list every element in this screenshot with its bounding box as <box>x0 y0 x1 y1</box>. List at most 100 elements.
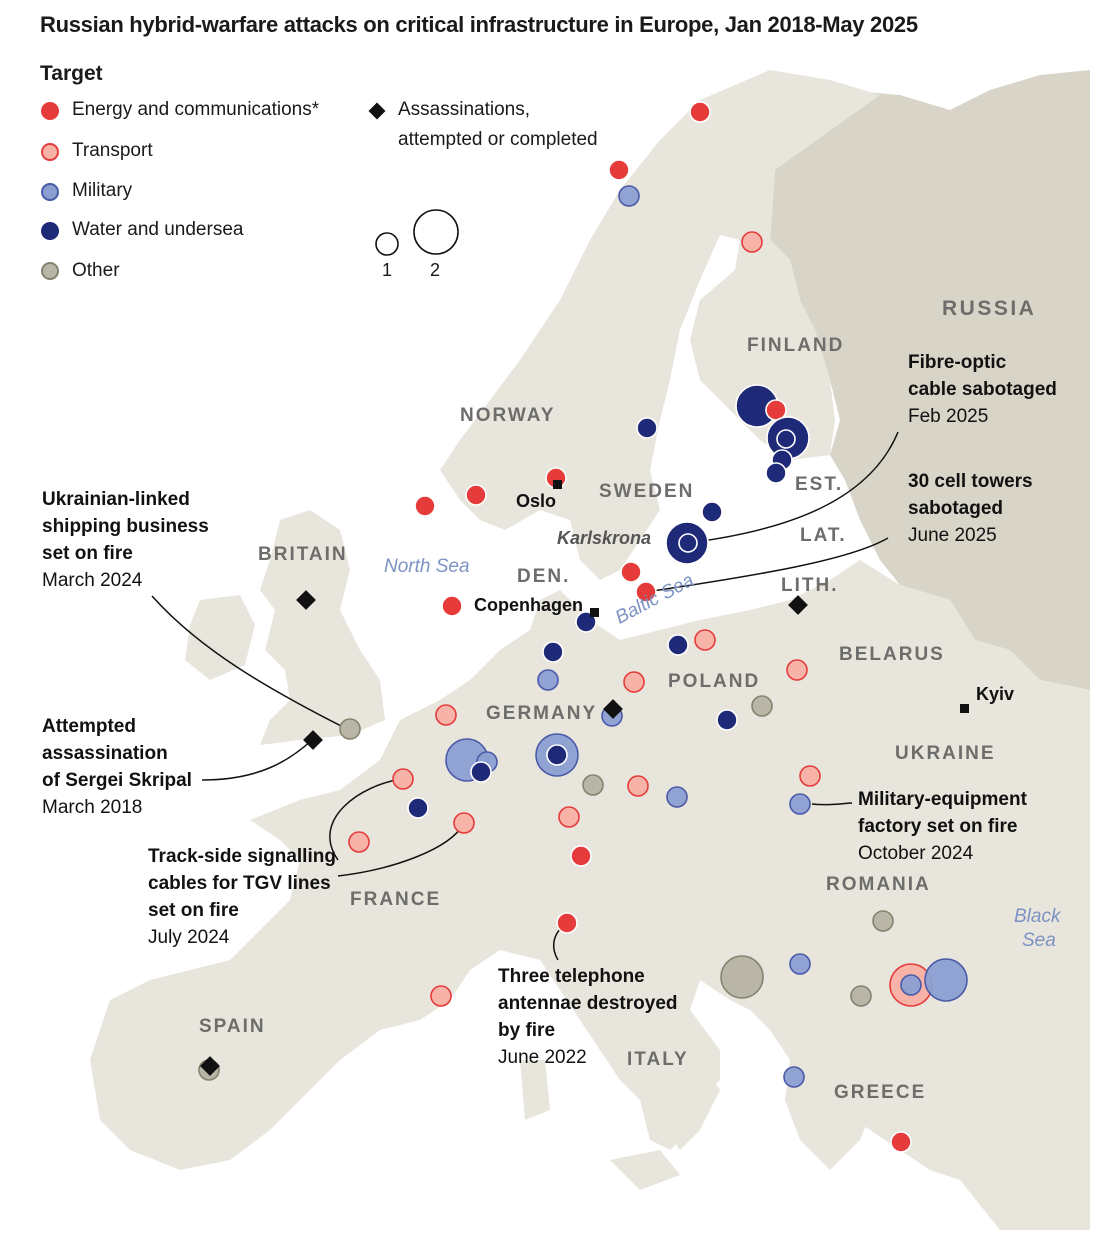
legend-assassination-label-2: attempted or completed <box>398 129 598 150</box>
attack-marker-transport <box>558 806 580 828</box>
ann-tel-date: June 2022 <box>498 1047 587 1068</box>
attack-marker-other <box>582 774 604 796</box>
attack-marker-water <box>542 641 564 663</box>
assassination-marker <box>603 699 623 719</box>
legend-size-2: 2 <box>430 260 441 280</box>
attack-marker-other <box>339 718 361 740</box>
ann-milfac-l2: factory set on fire <box>858 816 1018 837</box>
attack-marker-energy <box>556 912 578 934</box>
assassination-marker <box>788 595 808 615</box>
country-germany: GERMANY <box>486 703 598 724</box>
country-norway: NORWAY <box>460 405 556 426</box>
ann-fibre-l2: cable sabotaged <box>908 379 1057 400</box>
ann-cell-l1: 30 cell towers <box>908 471 1033 492</box>
annotation-telephone-antennae: Three telephone antennae destroyed by fi… <box>498 963 678 1071</box>
leader-ukr <box>151 595 346 729</box>
legend-energy-swatch <box>41 102 59 120</box>
ann-skripal-l2: assassination <box>42 743 168 764</box>
country-den: DEN. <box>517 566 571 587</box>
attack-marker-water <box>546 744 568 766</box>
legend-transport-label: Transport <box>72 140 153 161</box>
legend-heading: Target <box>40 62 103 85</box>
legend-energy-label: Energy and communications* <box>72 99 320 120</box>
attack-marker-other <box>872 910 894 932</box>
attack-marker-water <box>636 417 658 439</box>
attack-marker-transport <box>799 765 821 787</box>
attack-marker-water <box>776 429 796 449</box>
britain-land <box>260 510 385 745</box>
city-oslo: Oslo <box>516 491 557 511</box>
ann-fibre-date: Feb 2025 <box>908 406 989 427</box>
ann-tgv-l1: Track-side signalling <box>148 846 336 867</box>
legend-water-swatch <box>41 222 59 240</box>
country-russia: RUSSIA <box>942 297 1037 320</box>
legend-transport-swatch <box>41 143 59 161</box>
russia-land <box>770 70 1090 690</box>
ann-milfac-date: October 2024 <box>858 843 974 864</box>
symbols-layer <box>198 101 968 1153</box>
country-romania: ROMANIA <box>826 874 931 895</box>
greece-land <box>785 1060 880 1170</box>
scandinavia-land <box>440 70 880 580</box>
country-spain: SPAIN <box>199 1016 266 1037</box>
attack-marker-other <box>850 985 872 1007</box>
legend-other-swatch <box>41 262 59 280</box>
country-finland: FINLAND <box>747 335 845 356</box>
attack-marker-water <box>765 462 787 484</box>
land-layer <box>90 70 1090 1230</box>
annotation-tgv: Track-side signalling cables for TGV lin… <box>148 843 336 951</box>
legend-military-label: Military <box>72 180 133 201</box>
attack-marker-transport <box>741 231 763 253</box>
ann-cell-date: June 2025 <box>908 525 997 546</box>
attack-marker-energy <box>890 1131 912 1153</box>
attack-marker-water <box>407 797 429 819</box>
assassination-marker <box>296 590 316 610</box>
attack-marker-water <box>678 533 698 553</box>
attack-marker-energy <box>620 561 642 583</box>
annotation-military-factory: Military-equipment factory set on fire O… <box>858 786 1027 867</box>
sicily-land <box>610 1150 680 1190</box>
leader-fibre <box>687 431 899 544</box>
country-greece: GREECE <box>834 1082 927 1103</box>
assassination-marker <box>200 1056 220 1076</box>
annotation-fibre-optic: Fibre-optic cable sabotaged Feb 2025 <box>908 349 1057 430</box>
map-title: Russian hybrid-warfare attacks on critic… <box>40 12 918 37</box>
attack-marker-military <box>789 793 811 815</box>
country-sweden: SWEDEN <box>599 481 695 502</box>
country-lith: LITH. <box>781 575 839 596</box>
ann-ukr-l3: set on fire <box>42 543 133 564</box>
attack-marker-transport <box>348 831 370 853</box>
legend-size-1: 1 <box>382 260 393 280</box>
attack-marker-water <box>716 709 738 731</box>
legend-military-swatch <box>41 183 59 201</box>
leader-tgv-2 <box>337 822 465 877</box>
attack-marker-water <box>701 501 723 523</box>
ann-skripal-date: March 2018 <box>42 797 143 818</box>
attack-marker-transport <box>627 775 649 797</box>
attack-marker-military <box>618 185 640 207</box>
sea-black-1: Black <box>1014 906 1061 927</box>
attack-marker-transport <box>392 768 414 790</box>
country-france: FRANCE <box>350 889 442 910</box>
country-italy: ITALY <box>627 1049 689 1070</box>
ann-skripal-l1: Attempted <box>42 716 136 737</box>
attack-marker-energy <box>608 159 630 181</box>
country-poland: POLAND <box>668 671 761 692</box>
ann-tgv-l3: set on fire <box>148 900 239 921</box>
attack-marker-water <box>667 634 689 656</box>
attack-marker-energy <box>689 101 711 123</box>
legend-size-circles <box>375 209 459 256</box>
attack-marker-energy <box>414 495 436 517</box>
annotation-skripal: Attempted assassination of Sergei Skripa… <box>42 713 192 821</box>
attack-marker-energy <box>635 581 657 603</box>
kyiv-marker <box>960 704 969 713</box>
country-ukraine: UKRAINE <box>895 743 996 764</box>
country-lat: LAT. <box>800 525 847 546</box>
assassination-marker <box>303 730 323 750</box>
ann-tel-l3: by fire <box>498 1020 556 1041</box>
copenhagen-marker <box>590 608 599 617</box>
ann-fibre-l1: Fibre-optic <box>908 352 1007 373</box>
leader-cell <box>645 537 889 593</box>
ann-ukr-l2: shipping business <box>42 516 209 537</box>
